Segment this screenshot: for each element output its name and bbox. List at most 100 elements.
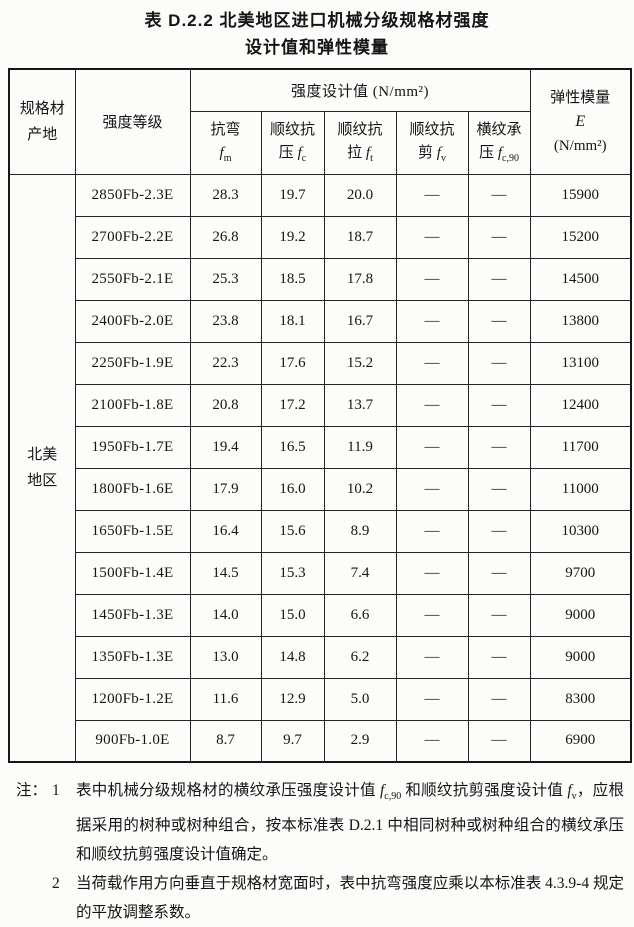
value-cell-fm: 8.7 — [189, 719, 262, 763]
value-cell-fc90: — — [467, 215, 531, 259]
note-1-f2-sub: v — [571, 791, 577, 803]
grade-cell: 2700Fb-2.2E — [74, 215, 191, 259]
value-cell-fm: 26.8 — [189, 215, 262, 259]
table-row: 900Fb-1.0E 8.7 9.7 2.9— —6900 — [9, 719, 632, 763]
table-row: 1650Fb-1.5E 16.4 15.6 8.9— —10300 — [9, 509, 632, 553]
value-cell-fc: 19.7 — [260, 173, 325, 217]
note-1-text: 表中机械分级规格材的横纹承压强度设计值 fc,90 和顺纹抗剪强度设计值 fv，… — [76, 776, 624, 869]
note-1-part2: 和顺纹抗剪强度设计值 — [401, 782, 568, 799]
value-cell-E: 14500 — [529, 257, 632, 301]
value-cell-fc90: — — [467, 551, 531, 595]
value-cell-fv: — — [395, 425, 469, 469]
header-fm-top: 抗弯 — [210, 121, 241, 138]
note-2: 2 当荷载作用方向垂直于规格材宽面时，表中抗弯强度应乘以本标准表 4.3.9-4… — [16, 869, 624, 927]
value-cell-E: 13100 — [529, 341, 632, 385]
fm-sub: m — [223, 152, 232, 164]
value-cell-fc: 15.6 — [260, 509, 325, 553]
header-fv-symbol: 剪 fv — [397, 141, 467, 171]
grade-cell: 1650Fb-1.5E — [74, 509, 191, 553]
table-row: 2250Fb-1.9E 22.3 17.6 15.2— —13100 — [9, 341, 632, 385]
value-cell-fv: — — [395, 509, 469, 553]
grade-cell: 1200Fb-1.2E — [74, 677, 191, 721]
header-col-fm: 抗弯 fm — [189, 110, 262, 175]
value-cell-fm: 11.6 — [189, 677, 262, 721]
value-cell-fc: 12.9 — [260, 677, 325, 721]
fc-f: f — [297, 144, 302, 161]
value-cell-fc: 15.3 — [260, 551, 325, 595]
value-cell-fm: 25.3 — [189, 257, 262, 301]
grade-cell: 1950Fb-1.7E — [74, 425, 191, 469]
grade-cell: 2850Fb-2.3E — [74, 173, 191, 217]
table-row: 2700Fb-2.2E 26.8 19.2 18.7— —15200 — [9, 215, 632, 259]
table-header: 规格材 产地 强度等级 强度设计值 (N/mm²) 弹性模量 E (N/mm²)… — [8, 68, 632, 175]
value-cell-ft: 6.6 — [323, 593, 397, 637]
value-cell-fc90: — — [467, 719, 531, 763]
table-row: 1450Fb-1.3E 14.0 15.0 6.6— —9000 — [9, 593, 632, 637]
fv-f: f — [436, 144, 441, 161]
header-col-fc90: 横纹承 压 fc,90 — [467, 110, 531, 175]
value-cell-fv: — — [395, 173, 469, 217]
value-cell-fc90: — — [467, 593, 531, 637]
table-body: 北美 地区 2850Fb-2.3E 28.3 19.7 20.0— —15900 2700F… — [8, 173, 632, 763]
value-cell-fc90: — — [467, 467, 531, 511]
value-cell-fv: — — [395, 677, 469, 721]
table-title-line2: 设计值和弹性模量 — [245, 38, 389, 57]
grade-cell: 1450Fb-1.3E — [74, 593, 191, 637]
value-cell-E: 8300 — [529, 677, 632, 721]
value-cell-E: 11700 — [529, 425, 632, 469]
value-cell-ft: 10.2 — [323, 467, 397, 511]
value-cell-fc: 18.5 — [260, 257, 325, 301]
grade-cell: 2100Fb-1.8E — [74, 383, 191, 427]
header-fv-top: 顺纹抗 — [409, 121, 455, 138]
value-cell-ft: 16.7 — [323, 299, 397, 343]
strength-table: 规格材 产地 强度等级 强度设计值 (N/mm²) 弹性模量 E (N/mm²)… — [8, 68, 633, 763]
header-col-fc: 顺纹抗 压 fc — [260, 110, 325, 175]
value-cell-fv: — — [395, 215, 469, 259]
header-grade: 强度等级 — [74, 68, 191, 175]
fc-sub: c — [301, 152, 307, 164]
modulus-symbol: E — [575, 112, 586, 130]
value-cell-fc90: — — [467, 299, 531, 343]
table-row: 1200Fb-1.2E 11.6 12.9 5.0— —8300 — [9, 677, 632, 721]
note-1-number: 1 — [52, 782, 60, 799]
value-cell-fm: 16.4 — [189, 509, 262, 553]
value-cell-fv: — — [395, 551, 469, 595]
value-cell-fc90: — — [467, 635, 531, 679]
header-ft-top: 顺纹抗 — [337, 121, 383, 138]
value-cell-fc: 16.5 — [260, 425, 325, 469]
table-row: 1500Fb-1.4E 14.5 15.3 7.4— —9700 — [9, 551, 632, 595]
header-fc-top: 顺纹抗 — [269, 121, 315, 138]
header-modulus: 弹性模量 E (N/mm²) — [529, 68, 632, 175]
table-row: 2400Fb-2.0E 23.8 18.1 16.7— —13800 — [9, 299, 632, 343]
value-cell-ft: 8.9 — [323, 509, 397, 553]
table-row: 北美 地区 2850Fb-2.3E 28.3 19.7 20.0— —15900 — [8, 173, 632, 763]
table-row: 1950Fb-1.7E 19.4 16.5 11.9— —11700 — [9, 425, 632, 469]
note-1-part1: 表中机械分级规格材的横纹承压强度设计值 — [76, 782, 380, 799]
value-cell-fc: 19.2 — [260, 215, 325, 259]
note-1-f2: f — [567, 782, 572, 799]
modulus-title: 弹性模量 — [550, 89, 611, 106]
note-2-text: 当荷载作用方向垂直于规格材宽面时，表中抗弯强度应乘以本标准表 4.3.9-4 规… — [76, 875, 624, 922]
header-col-ft: 顺纹抗 拉 ft — [323, 110, 397, 175]
grade-cell: 900Fb-1.0E — [74, 719, 191, 763]
value-cell-E: 6900 — [529, 719, 632, 763]
grade-cell: 1500Fb-1.4E — [74, 551, 191, 595]
value-cell-fc: 17.6 — [260, 341, 325, 385]
value-cell-ft: 18.7 — [323, 215, 397, 259]
header-strength-group: 强度设计值 (N/mm²) — [189, 68, 531, 112]
value-cell-fv: — — [395, 341, 469, 385]
value-cell-E: 13800 — [529, 299, 632, 343]
value-cell-fv: — — [395, 593, 469, 637]
value-cell-ft: 11.9 — [323, 425, 397, 469]
value-cell-fm: 14.0 — [189, 593, 262, 637]
ft-prefix: 拉 — [347, 144, 366, 161]
value-cell-fc: 17.2 — [260, 383, 325, 427]
grade-cell: 2400Fb-2.0E — [74, 299, 191, 343]
fv-prefix: 剪 — [418, 144, 437, 161]
value-cell-fm: 13.0 — [189, 635, 262, 679]
fm-f: f — [219, 144, 224, 161]
header-fc-symbol: 压 fc — [262, 141, 323, 171]
value-cell-fm: 23.8 — [189, 299, 262, 343]
value-cell-E: 9700 — [529, 551, 632, 595]
